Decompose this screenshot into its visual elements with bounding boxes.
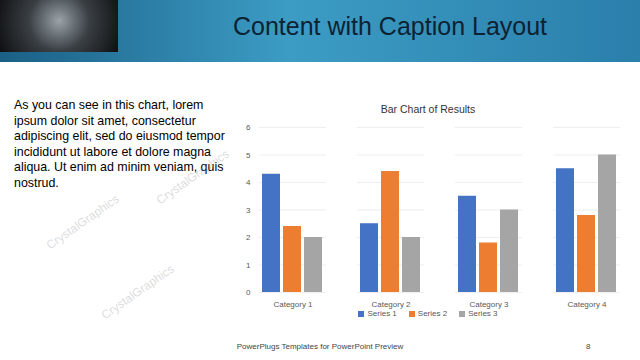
html-text:Content with Caption Layout: Content with Caption Layout [233, 12, 547, 40]
html-text:CrystalGraphics: CrystalGraphics [98, 261, 177, 323]
html-text:PowerPlugs Templates for Power: PowerPlugs Templates for PowerPoint Prev… [236, 342, 404, 351]
svg-text:Category 3: Category 3 [469, 300, 509, 309]
html-text:Series 1: Series 1 [367, 309, 397, 318]
svg-text:6: 6 [246, 123, 251, 132]
svg-text:Category 2: Category 2 [371, 300, 411, 309]
html-text:CrystalGraphics: CrystalGraphics [43, 191, 122, 253]
html-text:As you can see in this chart,: As you can see in this chart, lorem ipsu… [14, 98, 225, 190]
svg-text:5: 5 [246, 151, 251, 160]
svg-text:1: 1 [246, 261, 251, 270]
html-text:Series 3: Series 3 [468, 309, 498, 318]
svg-text:Category 1: Category 1 [273, 300, 313, 309]
svg-text:3: 3 [246, 206, 251, 215]
html-text:Bar Chart of Results: Bar Chart of Results [380, 103, 476, 115]
svg-text:0: 0 [246, 288, 251, 297]
html-text:8: 8 [586, 342, 591, 351]
svg-text:4: 4 [246, 178, 251, 187]
html-text:CrystalGraphics: CrystalGraphics [153, 146, 232, 208]
html-text:Series 2: Series 2 [417, 309, 448, 318]
svg-text:Category 4: Category 4 [567, 300, 607, 309]
svg-text:2: 2 [246, 233, 251, 242]
